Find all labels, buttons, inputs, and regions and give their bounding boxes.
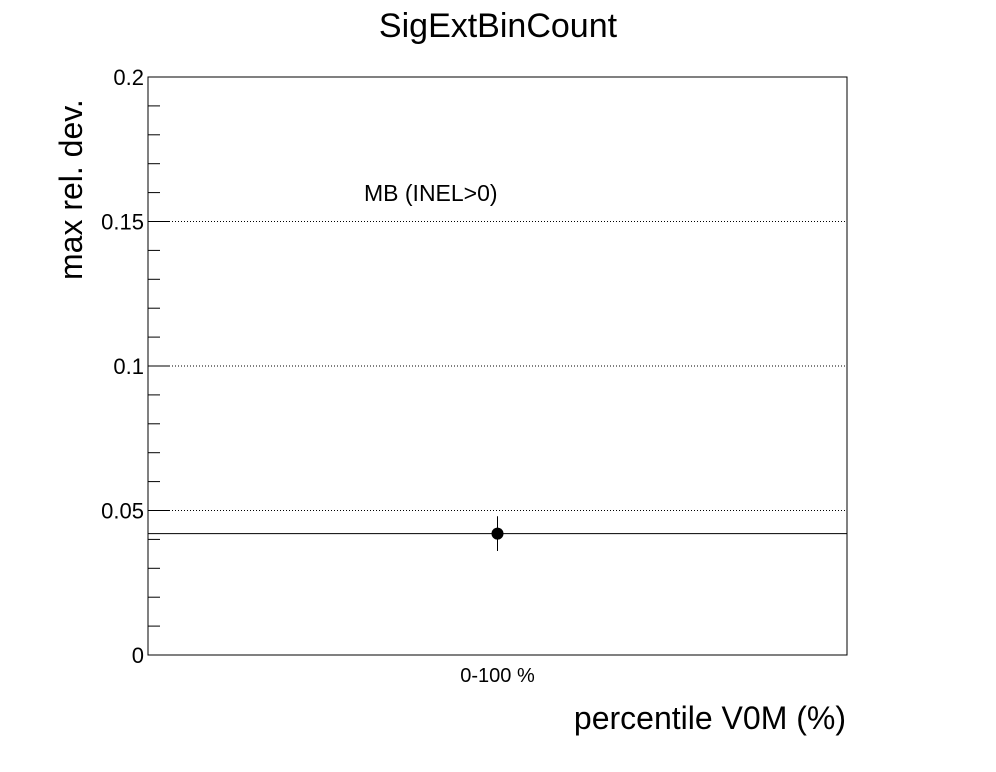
- y-axis-label: max rel. dev.: [53, 99, 89, 280]
- data-point: [491, 527, 504, 540]
- grid-lines: [148, 76, 847, 656]
- data-marks: [148, 516, 847, 551]
- annotation-label: MB (INEL>0): [364, 180, 498, 206]
- x-tick-label: 0-100 %: [460, 665, 535, 687]
- x-axis-label: percentile V0M (%): [574, 700, 846, 736]
- y-tick-label: 0: [132, 643, 144, 668]
- axes: 0 0.05 0.1 0.15 0.2 0-100 %: [101, 65, 848, 687]
- y-tick-label: 0.2: [113, 65, 144, 90]
- y-tick-label: 0.05: [101, 499, 144, 524]
- chart-title: SigExtBinCount: [379, 7, 618, 45]
- y-tick-label: 0.15: [101, 210, 144, 235]
- y-tick-label: 0.1: [113, 354, 144, 379]
